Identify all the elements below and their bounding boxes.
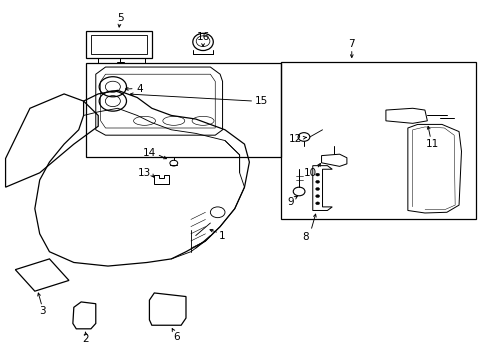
Text: 11: 11 [425, 139, 438, 149]
Text: 8: 8 [302, 232, 308, 242]
Text: 3: 3 [39, 306, 45, 316]
Text: 15: 15 [254, 96, 267, 106]
Text: 13: 13 [138, 168, 151, 178]
Circle shape [315, 195, 319, 198]
Bar [86, 31, 152, 58]
Circle shape [315, 173, 319, 176]
Text: 16: 16 [196, 32, 209, 41]
Text: 2: 2 [82, 333, 89, 343]
Text: 4: 4 [136, 84, 142, 94]
Text: 5: 5 [117, 13, 123, 23]
Text: 9: 9 [287, 197, 294, 207]
Bar [281, 62, 475, 220]
Text: 1: 1 [219, 231, 225, 240]
Bar [91, 35, 147, 54]
Bar [86, 63, 281, 157]
Text: 12: 12 [288, 134, 302, 144]
Circle shape [315, 180, 319, 183]
Circle shape [315, 188, 319, 190]
Text: 7: 7 [348, 39, 354, 49]
Circle shape [315, 202, 319, 205]
Text: 14: 14 [142, 148, 156, 158]
Text: 6: 6 [173, 332, 179, 342]
Text: 10: 10 [303, 168, 316, 178]
